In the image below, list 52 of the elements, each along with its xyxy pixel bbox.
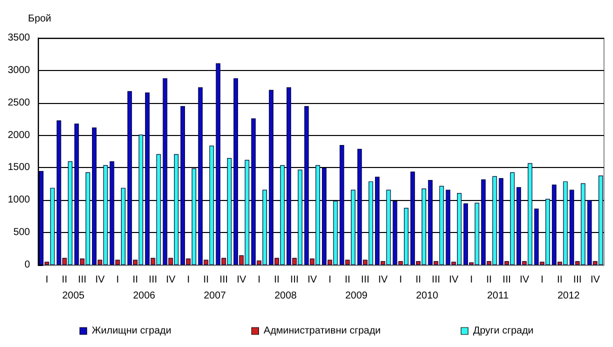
x-tick-label: I <box>399 274 402 286</box>
x-tick-label: I <box>470 274 473 286</box>
x-tick-label: II <box>416 274 422 286</box>
x-tick-label: III <box>148 274 158 286</box>
legend-label: Жилищни сгради <box>92 326 172 336</box>
y-tick-label: 1500 <box>8 162 30 174</box>
x-tick-label: III <box>78 274 86 286</box>
y-tick-label: 3500 <box>8 32 30 44</box>
x-tick-label: III <box>361 274 370 286</box>
y-tick-label: 3000 <box>8 64 30 76</box>
x-tick-label: IV <box>236 274 246 286</box>
x-tick-label: I <box>45 274 48 286</box>
x-tick-label: II <box>486 274 492 286</box>
x-tick-label: I <box>540 274 544 286</box>
text: 2011 <box>487 290 510 302</box>
y-tick-label: 500 <box>13 227 30 238</box>
y-tick-label: 0 <box>24 260 30 270</box>
x-tick-label: I <box>116 274 119 286</box>
legend-label: Административни сгради <box>264 326 381 336</box>
text: 2006 <box>133 290 156 302</box>
x-tick-label: III <box>573 274 582 286</box>
x-tick-label: IV <box>95 274 105 286</box>
x-tick-label: IV <box>166 274 176 286</box>
x-tick-label: II <box>344 274 350 286</box>
y-axis-title: Брой <box>28 14 52 24</box>
x-tick-label: IV <box>448 274 459 286</box>
x-tick-label: II <box>557 274 563 286</box>
text: 2008 <box>274 290 298 302</box>
y-tick-label: 1000 <box>8 194 30 206</box>
x-tick-label: I <box>328 274 332 286</box>
text: 2009 <box>345 290 368 302</box>
x-tick-label: IV <box>520 274 530 286</box>
x-tick-label: II <box>274 274 280 286</box>
x-tick-label: II <box>203 274 209 286</box>
x-tick-label: II <box>62 274 68 286</box>
x-tick-label: IV <box>307 274 318 286</box>
x-tick-label: I <box>186 274 190 286</box>
x-tick-label: III <box>502 274 511 286</box>
text: 2012 <box>558 290 580 302</box>
legend-label: Други сгради <box>473 326 534 336</box>
text: 2007 <box>204 290 226 302</box>
x-tick-label: IV <box>378 274 388 286</box>
x-tick-label: III <box>220 274 228 286</box>
x-tick-label: II <box>132 274 138 286</box>
x-tick-label: IV <box>590 274 600 286</box>
y-tick-label: 2500 <box>8 97 30 108</box>
x-tick-label: I <box>258 274 260 286</box>
text: 2005 <box>62 290 85 302</box>
y-tick-label: 2000 <box>8 130 30 141</box>
x-tick-label: III <box>432 274 440 286</box>
x-tick-label: III <box>290 274 299 286</box>
text: 2010 <box>416 290 439 302</box>
